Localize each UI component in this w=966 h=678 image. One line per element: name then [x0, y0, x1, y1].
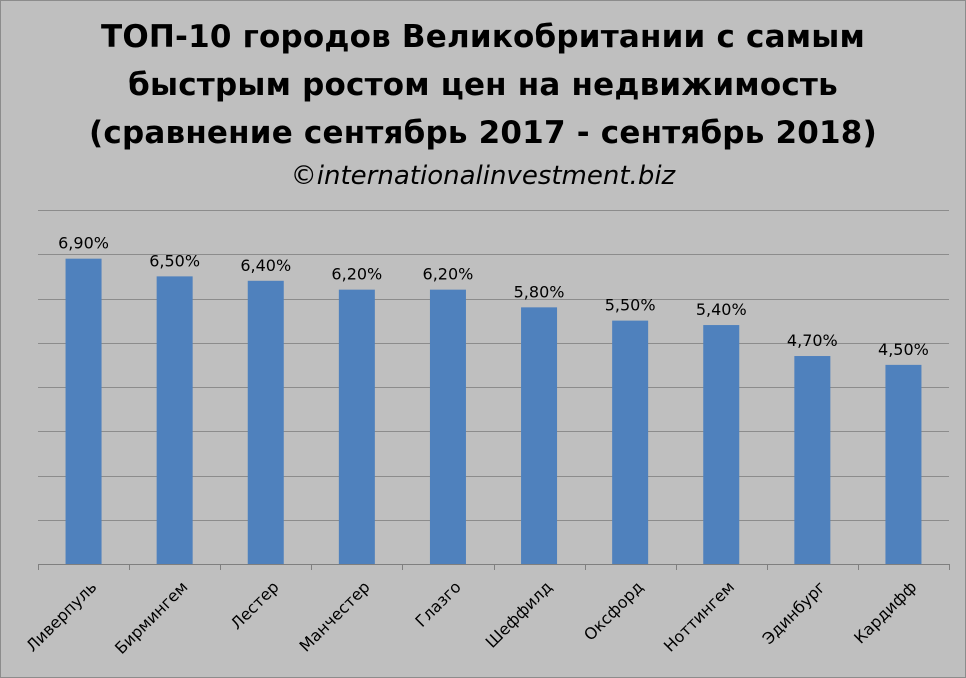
data-labels: 6,90% 6,50% 6,40% 6,20% 6,20% 5,80% 5,50% 5,40%… [58, 234, 929, 359]
bar-6 [521, 307, 558, 564]
x-axis [38, 564, 950, 570]
data-label-9: 4,70% [787, 331, 838, 350]
data-label-7: 5,50% [605, 296, 656, 315]
category-label-1: Ливерпуль [22, 577, 100, 655]
data-label-4: 6,20% [331, 265, 382, 284]
category-label-9: Эдинбург [758, 577, 829, 648]
category-labels: Ливерпуль Бирмингем Лестер Манчестер Глазго Ш… [22, 577, 920, 657]
category-label-2: Бирмингем [111, 577, 191, 657]
bar-9 [794, 356, 831, 564]
data-label-1: 6,90% [58, 234, 109, 253]
bar-1 [65, 258, 102, 564]
chart-subtitle: ©internationalinvestment.biz [290, 161, 676, 191]
bar-7 [612, 320, 649, 564]
data-label-10: 4,50% [878, 340, 929, 359]
data-label-5: 6,20% [423, 265, 474, 284]
bar-5 [429, 289, 466, 564]
chart-title-line-2: быстрым ростом цен на недвижимость [128, 67, 838, 103]
category-label-4: Манчестер [296, 577, 374, 655]
category-label-10: Кардифф [850, 577, 920, 647]
chart-title-line-3: (сравнение сентябрь 2017 - сентябрь 2018… [89, 115, 877, 151]
data-label-3: 6,40% [240, 256, 291, 275]
data-label-2: 6,50% [149, 251, 200, 270]
data-label-8: 5,40% [696, 300, 747, 319]
category-label-5: Глазго [411, 577, 464, 630]
bars [65, 258, 922, 564]
bar-3 [247, 280, 284, 564]
category-label-8: Ноттингем [660, 577, 738, 655]
category-label-6: Шеффилд [482, 577, 556, 651]
category-label-7: Оксфорд [580, 577, 647, 644]
bar-8 [703, 325, 740, 564]
data-label-6: 5,80% [514, 282, 565, 301]
category-label-3: Лестер [227, 577, 283, 633]
bar-4 [338, 289, 375, 564]
chart-title-line-1: ТОП-10 городов Великобритании с самым [100, 19, 866, 55]
bar-10 [885, 364, 922, 564]
bar-2 [156, 276, 193, 564]
